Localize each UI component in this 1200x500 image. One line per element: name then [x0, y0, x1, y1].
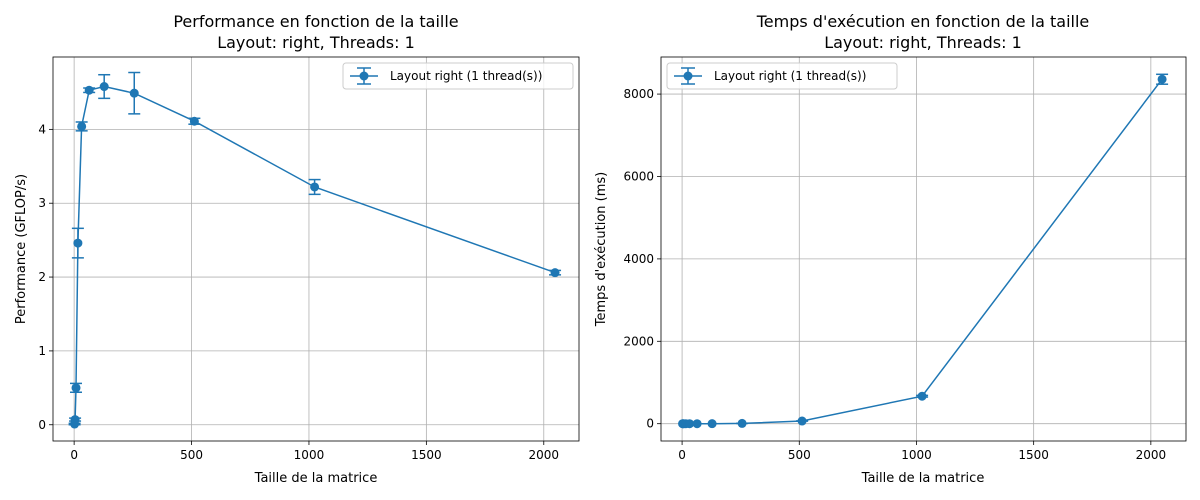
chart-title: Temps d'exécution en fonction de la tail… — [756, 12, 1090, 31]
y-tick-label: 1 — [38, 344, 46, 358]
data-point — [71, 383, 81, 393]
data-point — [129, 88, 139, 98]
y-tick-label: 3 — [38, 196, 46, 210]
data-point — [685, 419, 695, 429]
chart-subtitle: Layout: right, Threads: 1 — [217, 33, 415, 52]
y-axis-label: Performance (GFLOP/s) — [14, 174, 29, 324]
data-point — [99, 82, 109, 92]
y-tick-label: 2000 — [623, 334, 654, 348]
x-tick-label: 2000 — [1136, 448, 1167, 462]
data-point — [707, 419, 717, 429]
legend-marker — [683, 71, 693, 81]
x-tick-label: 500 — [788, 448, 811, 462]
y-tick-label: 6000 — [623, 169, 654, 183]
x-tick-label: 1000 — [294, 448, 325, 462]
x-tick-label: 0 — [70, 448, 78, 462]
legend: Layout right (1 thread(s)) — [342, 62, 574, 90]
data-point — [77, 121, 87, 131]
data-point — [917, 391, 927, 401]
execution-time-chart: 0 500 1000 1500 2000 0 2000 4000 6000 8000 Temps… — [594, 12, 1187, 486]
legend-box — [666, 62, 898, 90]
data-point — [550, 268, 560, 278]
x-ticks: 0 500 1000 1500 2000 — [678, 441, 1166, 462]
legend-entry: Layout right (1 thread(s)) — [390, 69, 542, 83]
data-point — [692, 419, 702, 429]
data-point — [737, 418, 747, 428]
legend-box — [342, 62, 574, 90]
y-axis-label: Temps d'exécution (ms) — [594, 172, 609, 327]
series-layer — [678, 73, 1169, 429]
performance-chart: 0 500 1000 1500 2000 0 1 2 3 4 Performance en fo… — [14, 12, 580, 486]
plot-area — [661, 57, 1186, 441]
x-axis-label: Taille de la matrice — [254, 471, 378, 486]
plot-frame — [660, 56, 1187, 442]
plot-area — [53, 57, 579, 441]
x-tick-label: 500 — [180, 448, 203, 462]
data-point — [189, 116, 199, 126]
y-ticks: 0 1 2 3 4 — [38, 122, 53, 432]
x-tick-label: 1500 — [411, 448, 442, 462]
x-tick-label: 2000 — [529, 448, 560, 462]
data-point — [84, 85, 94, 95]
data-point — [310, 182, 320, 192]
x-axis-label: Taille de la matrice — [861, 471, 985, 486]
y-tick-label: 4 — [38, 122, 46, 136]
y-tick-label: 0 — [646, 417, 654, 431]
y-tick-label: 8000 — [623, 87, 654, 101]
x-tick-label: 0 — [678, 448, 686, 462]
legend: Layout right (1 thread(s)) — [666, 62, 898, 90]
series-layer — [68, 71, 562, 429]
data-point — [797, 416, 807, 426]
y-tick-label: 4000 — [623, 252, 654, 266]
y-tick-label: 0 — [38, 418, 46, 432]
legend-entry: Layout right (1 thread(s)) — [714, 69, 866, 83]
x-tick-label: 1000 — [901, 448, 932, 462]
x-ticks: 0 500 1000 1500 2000 — [70, 441, 559, 462]
legend-marker — [359, 71, 369, 81]
plot-frame — [52, 56, 580, 442]
x-tick-label: 1500 — [1018, 448, 1049, 462]
chart-title: Performance en fonction de la taille — [173, 12, 458, 31]
y-ticks: 0 2000 4000 6000 8000 — [623, 87, 661, 431]
data-point — [73, 238, 83, 248]
y-tick-label: 2 — [38, 270, 46, 284]
data-point — [1157, 74, 1167, 84]
grid — [53, 57, 579, 441]
data-point — [70, 415, 80, 425]
chart-subtitle: Layout: right, Threads: 1 — [824, 33, 1022, 52]
